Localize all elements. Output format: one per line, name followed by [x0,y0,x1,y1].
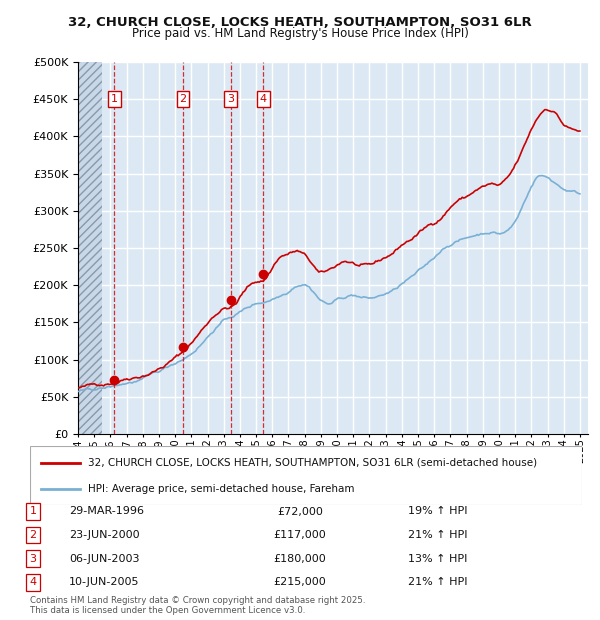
Text: 19% ↑ HPI: 19% ↑ HPI [408,507,467,516]
Text: 32, CHURCH CLOSE, LOCKS HEATH, SOUTHAMPTON, SO31 6LR: 32, CHURCH CLOSE, LOCKS HEATH, SOUTHAMPT… [68,16,532,29]
Text: 1: 1 [29,507,37,516]
Text: 3: 3 [227,94,234,104]
Text: 1: 1 [111,94,118,104]
Text: £215,000: £215,000 [274,577,326,587]
Text: 3: 3 [29,554,37,564]
Text: Price paid vs. HM Land Registry's House Price Index (HPI): Price paid vs. HM Land Registry's House … [131,27,469,40]
Text: 29-MAR-1996: 29-MAR-1996 [69,507,144,516]
Text: 21% ↑ HPI: 21% ↑ HPI [408,530,467,540]
Text: 21% ↑ HPI: 21% ↑ HPI [408,577,467,587]
Text: HPI: Average price, semi-detached house, Fareham: HPI: Average price, semi-detached house,… [88,484,355,494]
Text: 10-JUN-2005: 10-JUN-2005 [69,577,139,587]
Text: £72,000: £72,000 [277,507,323,516]
FancyBboxPatch shape [30,446,582,505]
Text: Contains HM Land Registry data © Crown copyright and database right 2025.
This d: Contains HM Land Registry data © Crown c… [30,596,365,615]
Text: 4: 4 [29,577,37,587]
Bar [78,62,102,434]
Text: 2: 2 [179,94,187,104]
Text: 32, CHURCH CLOSE, LOCKS HEATH, SOUTHAMPTON, SO31 6LR (semi-detached house): 32, CHURCH CLOSE, LOCKS HEATH, SOUTHAMPT… [88,458,537,468]
Text: 06-JUN-2003: 06-JUN-2003 [69,554,139,564]
Text: 13% ↑ HPI: 13% ↑ HPI [408,554,467,564]
Text: 23-JUN-2000: 23-JUN-2000 [69,530,140,540]
Text: £180,000: £180,000 [274,554,326,564]
Text: 2: 2 [29,530,37,540]
Text: £117,000: £117,000 [274,530,326,540]
Text: 4: 4 [260,94,267,104]
